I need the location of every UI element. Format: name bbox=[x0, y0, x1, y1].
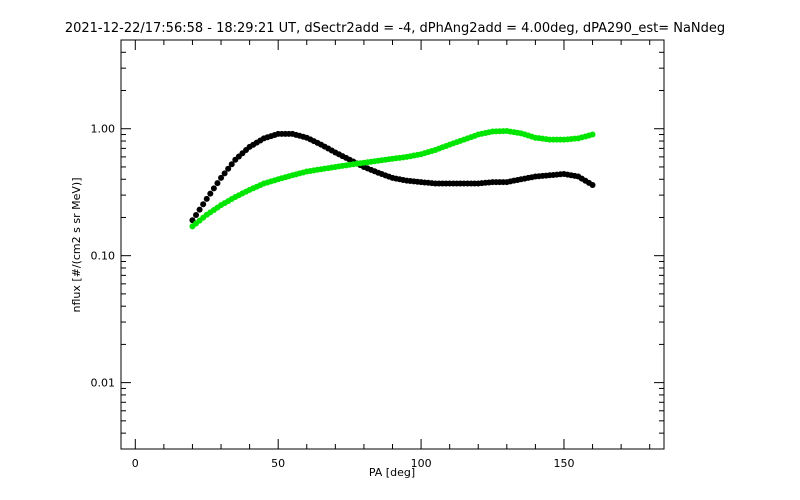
curve-dot bbox=[514, 129, 521, 136]
curve-dot bbox=[457, 180, 464, 187]
curve-dot bbox=[585, 179, 592, 186]
curve-dot bbox=[500, 128, 507, 135]
curve-dot bbox=[193, 211, 200, 218]
curve-dot bbox=[328, 147, 335, 154]
curve-dot bbox=[500, 179, 507, 186]
x-tick-label: 50 bbox=[271, 457, 285, 470]
curve-dot bbox=[207, 190, 214, 197]
curve-dot bbox=[343, 154, 350, 161]
series-0 bbox=[189, 130, 596, 224]
curve-dot bbox=[285, 130, 292, 137]
x-axis-ticks: 0 50 100 150 bbox=[132, 40, 651, 470]
chart-title: 2021-12-22/17:56:58 - 18:29:21 UT, dSect… bbox=[65, 21, 725, 36]
curve-dot bbox=[314, 139, 321, 146]
y-axis-ticks: 0.01 0.10 1.00 bbox=[91, 39, 664, 450]
curve-dot bbox=[357, 160, 364, 167]
curve-dot bbox=[328, 164, 335, 171]
curve-dot bbox=[557, 136, 564, 143]
data-point bbox=[203, 195, 210, 202]
curve-dot bbox=[471, 180, 478, 187]
y-tick-label: 0.01 bbox=[91, 377, 116, 390]
curve-dot bbox=[196, 206, 203, 213]
curve-dot bbox=[221, 170, 228, 177]
curve-dot bbox=[271, 132, 278, 139]
curve-dot bbox=[371, 158, 378, 165]
curve-dot bbox=[528, 174, 535, 181]
curve-dot bbox=[543, 136, 550, 143]
y-tick-label: 1.00 bbox=[91, 123, 116, 136]
curve-dot bbox=[485, 129, 492, 136]
curve-dot bbox=[300, 169, 307, 176]
curve-dot bbox=[200, 201, 207, 208]
curve-dot bbox=[243, 188, 250, 195]
curve-dot bbox=[271, 177, 278, 184]
curve-dot bbox=[385, 173, 392, 180]
curve-dot bbox=[257, 182, 264, 189]
y-tick-label: 0.10 bbox=[91, 250, 116, 263]
curve-dot bbox=[300, 133, 307, 140]
curve-dot bbox=[200, 214, 207, 221]
curve-dot bbox=[285, 173, 292, 180]
x-axis-title: PA [deg] bbox=[369, 466, 415, 479]
curve-dot bbox=[571, 172, 578, 179]
curve-dot bbox=[414, 151, 421, 158]
curve-dot bbox=[400, 154, 407, 161]
curve-dot bbox=[443, 180, 450, 187]
curve-dot bbox=[257, 137, 264, 144]
curve-dot bbox=[543, 172, 550, 179]
curve-dot bbox=[214, 180, 221, 187]
x-tick-label: 150 bbox=[553, 457, 574, 470]
curve-dot bbox=[528, 133, 535, 140]
curve-dot bbox=[400, 176, 407, 183]
series-layer bbox=[189, 127, 596, 230]
series-1 bbox=[189, 127, 596, 230]
curve-dot bbox=[210, 185, 217, 192]
data-point bbox=[218, 174, 225, 181]
curve-dot bbox=[457, 137, 464, 144]
curve-dot bbox=[225, 165, 232, 172]
curve-dot bbox=[557, 171, 564, 178]
curve-dot bbox=[414, 178, 421, 185]
curve-dot bbox=[443, 142, 450, 149]
curve-dot bbox=[371, 168, 378, 175]
curve-dot bbox=[514, 176, 521, 183]
curve-dot bbox=[228, 161, 235, 168]
y-axis-title: nflux [#/(cm2 s sr MeV)] bbox=[70, 178, 83, 313]
curve-dot bbox=[214, 204, 221, 211]
curve-dot bbox=[428, 148, 435, 155]
curve-dot bbox=[585, 132, 592, 139]
x-tick-label: 0 bbox=[132, 457, 139, 470]
curve-dot bbox=[228, 196, 235, 203]
curve-dot bbox=[243, 147, 250, 154]
curve-dot bbox=[314, 166, 321, 173]
curve-dot bbox=[343, 162, 350, 169]
curve-dot bbox=[428, 180, 435, 187]
x-tick-label: 100 bbox=[411, 457, 432, 470]
curve-dot bbox=[385, 156, 392, 163]
curve-dot bbox=[471, 132, 478, 139]
curve-dot bbox=[571, 135, 578, 142]
plot-frame bbox=[120, 39, 665, 450]
curve-dot bbox=[485, 179, 492, 186]
